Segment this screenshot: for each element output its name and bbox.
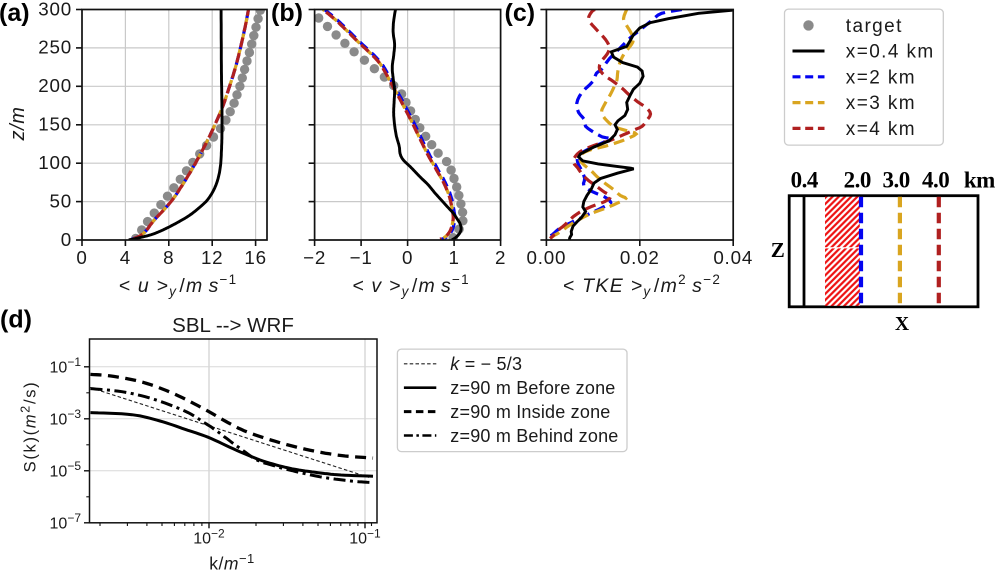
svg-text:3.0: 3.0: [882, 168, 909, 193]
svg-text:300: 300: [38, 0, 72, 19]
svg-text:< v >y /m s−1: < v >y /m s−1: [352, 272, 470, 299]
svg-text:x=4 km: x=4 km: [846, 119, 916, 140]
svg-text:0.04: 0.04: [713, 247, 753, 268]
svg-text:1: 1: [448, 247, 459, 268]
svg-text:2.0: 2.0: [844, 168, 871, 193]
svg-text:−1: −1: [350, 247, 373, 268]
svg-text:200: 200: [38, 75, 72, 96]
svg-text:0: 0: [402, 247, 413, 268]
svg-text:SBL --> WRF: SBL --> WRF: [172, 314, 294, 337]
svg-text:target: target: [846, 16, 903, 37]
svg-text:(b): (b): [271, 0, 303, 27]
svg-text:(a): (a): [0, 0, 30, 27]
svg-text:2: 2: [495, 247, 506, 268]
svg-text:x=2 km: x=2 km: [846, 67, 916, 88]
svg-text:0: 0: [76, 247, 87, 268]
svg-text:12: 12: [201, 247, 224, 268]
svg-text:4.0: 4.0: [922, 168, 949, 193]
svg-text:z/m: z/m: [7, 106, 29, 141]
svg-text:x=3 km: x=3 km: [846, 93, 916, 114]
svg-text:S(k)(m2/s): S(k)(m2/s): [19, 381, 40, 473]
svg-text:X: X: [895, 314, 909, 335]
svg-text:250: 250: [38, 37, 72, 58]
svg-text:z=90 m Inside zone: z=90 m Inside zone: [450, 402, 610, 422]
svg-text:x=0.4 km: x=0.4 km: [846, 42, 935, 63]
svg-text:0.00: 0.00: [527, 247, 567, 268]
svg-text:z=90 m Before zone: z=90 m Before zone: [450, 378, 615, 398]
svg-text:(c): (c): [505, 0, 536, 27]
svg-text:100: 100: [38, 152, 72, 173]
svg-text:4: 4: [120, 247, 131, 268]
svg-text:150: 150: [38, 114, 72, 135]
svg-text:0.4: 0.4: [791, 168, 819, 193]
svg-text:−2: −2: [303, 247, 326, 268]
svg-text:km: km: [964, 168, 995, 193]
svg-text:(d): (d): [0, 306, 32, 334]
svg-text:< TKE >y /m2 s−2: < TKE >y /m2 s−2: [563, 272, 721, 299]
svg-text:0.02: 0.02: [620, 247, 660, 268]
svg-text:< u >y /m s−1: < u >y /m s−1: [119, 272, 238, 299]
svg-text:0: 0: [61, 229, 72, 250]
svg-text:16: 16: [244, 247, 267, 268]
svg-text:k = − 5/3: k = − 5/3: [450, 354, 522, 374]
svg-text:8: 8: [163, 247, 174, 268]
svg-text:z=90 m Behind zone: z=90 m Behind zone: [450, 426, 618, 446]
svg-text:50: 50: [50, 190, 73, 211]
svg-text:Z: Z: [771, 238, 785, 262]
